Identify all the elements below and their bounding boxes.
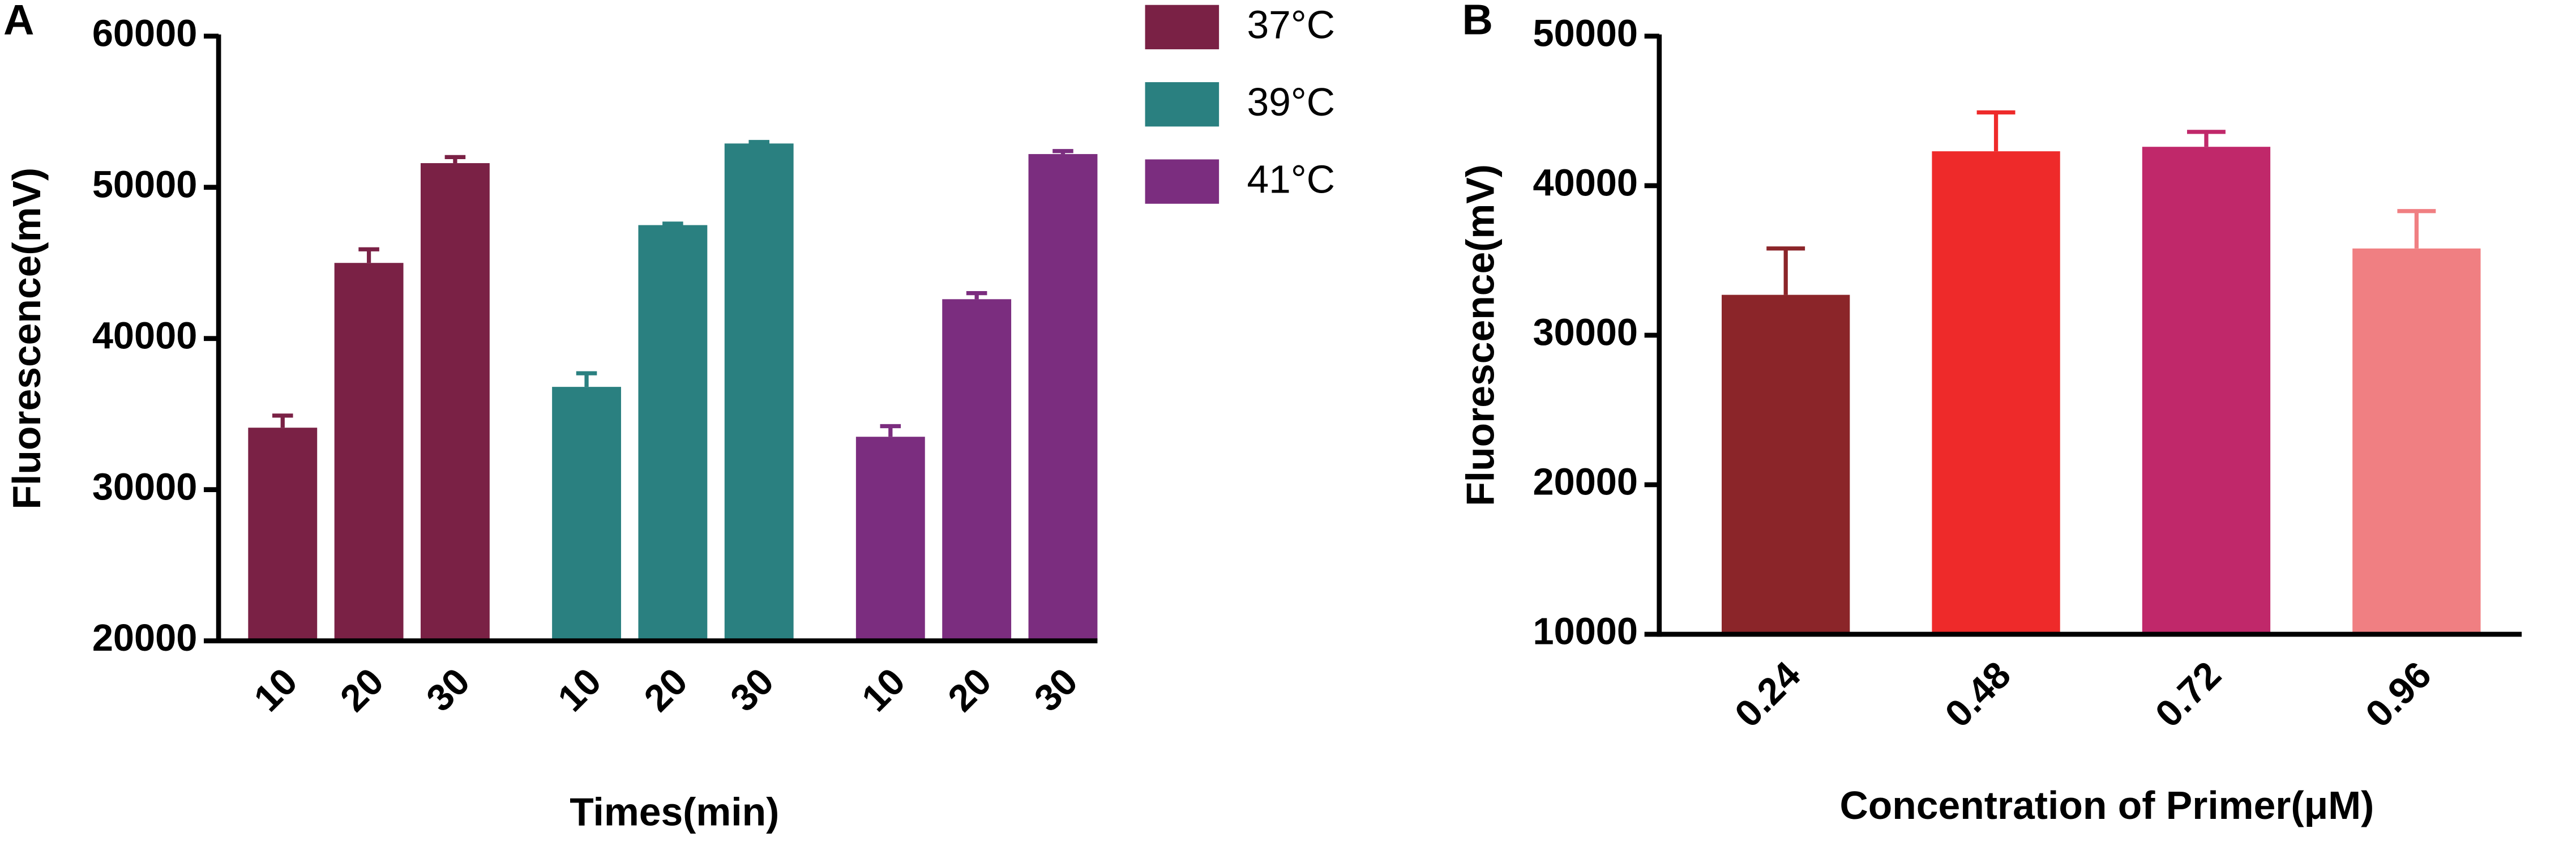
error-bar: [272, 413, 293, 428]
x-tick-label: 0.72: [2147, 654, 2229, 736]
x-tick-label: 20: [332, 660, 392, 720]
x-tick-label: 30: [722, 660, 782, 720]
error-bar: [1766, 246, 1805, 295]
error-bar: [662, 221, 683, 226]
error-bar: [444, 155, 466, 164]
x-tick-label: 10: [550, 660, 610, 720]
bar: [1028, 154, 1098, 641]
x-tick-label: 0.24: [1727, 654, 1808, 736]
legend-label: 41°C: [1247, 157, 1335, 201]
bar: [248, 428, 318, 641]
bar: [855, 437, 925, 641]
y-tick-label: 30000: [92, 466, 198, 508]
legend-label: 39°C: [1247, 80, 1335, 124]
y-tick-label: 30000: [1533, 312, 1638, 354]
error-bar: [966, 291, 987, 300]
y-tick-label: 50000: [92, 164, 198, 206]
x-axis-label: Times(min): [570, 790, 779, 834]
x-tick-label: 30: [419, 660, 478, 720]
x-tick-label: 0.48: [1937, 654, 2019, 736]
y-axis-label: Fluorescence(mV): [5, 168, 49, 510]
bar: [1722, 294, 1850, 634]
legend-label: 37°C: [1247, 3, 1335, 47]
y-tick-label: 40000: [92, 315, 198, 357]
bar: [2142, 147, 2271, 634]
bar: [552, 387, 621, 641]
bar: [638, 225, 708, 641]
y-tick-label: 60000: [92, 12, 198, 54]
y-tick-label: 10000: [1533, 611, 1638, 653]
x-axis-label: Concentration of Primer(μM): [1839, 783, 2374, 827]
y-tick-label: 50000: [1533, 12, 1638, 54]
error-bar: [1052, 149, 1073, 155]
bar: [724, 143, 794, 641]
error-bar: [748, 140, 769, 144]
x-tick-label: 10: [854, 660, 913, 720]
y-tick-label: 40000: [1533, 162, 1638, 204]
error-bar: [1976, 110, 2016, 152]
error-bar: [358, 247, 379, 263]
error-bar: [2187, 130, 2226, 147]
x-tick-label: 20: [940, 660, 1000, 720]
bar: [420, 163, 490, 641]
legend-swatch: [1145, 82, 1219, 127]
error-bar: [880, 424, 901, 437]
error-bar: [2397, 209, 2436, 249]
panel-label: A: [3, 0, 34, 44]
y-axis-label: Fluorescence(mV): [1458, 164, 1503, 506]
bar: [2352, 248, 2481, 634]
x-tick-label: 0.96: [2358, 654, 2440, 736]
x-tick-label: 20: [636, 660, 696, 720]
error-bar: [576, 371, 597, 387]
legend-swatch: [1145, 5, 1219, 50]
y-tick-label: 20000: [1533, 462, 1638, 503]
bar: [1932, 151, 2060, 634]
x-tick-label: 10: [246, 660, 306, 720]
bar: [942, 299, 1012, 641]
panel-label: B: [1462, 0, 1493, 44]
x-tick-label: 30: [1026, 660, 1086, 720]
y-tick-label: 20000: [92, 617, 198, 659]
bar: [334, 263, 404, 641]
legend-swatch: [1145, 159, 1219, 204]
